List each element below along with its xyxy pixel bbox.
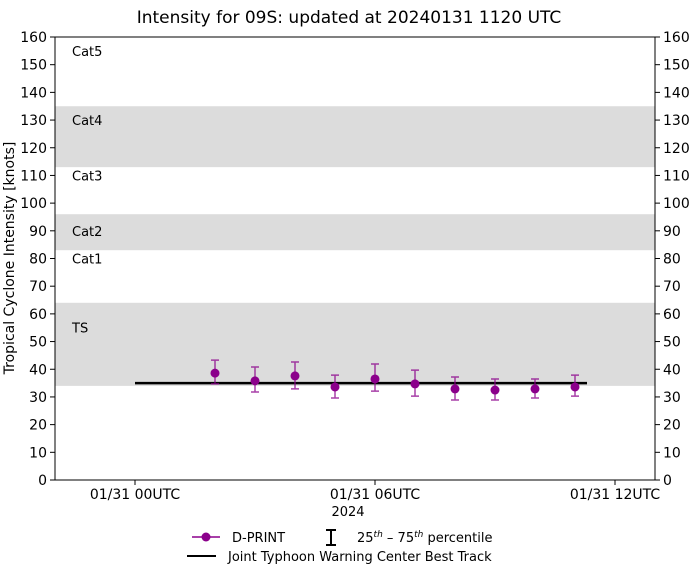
y-tick-label-right: 80 (663, 252, 681, 268)
y-tick-label-right: 20 (663, 418, 681, 434)
legend-dprint-label: D-PRINT (232, 531, 285, 546)
band-cat2 (55, 214, 655, 251)
y-tick-label-right: 60 (663, 307, 681, 323)
dprint-point (530, 384, 540, 394)
y-tick-label-right: 160 (663, 30, 690, 46)
y-tick-label-left: 110 (20, 168, 47, 184)
dprint-point (210, 368, 220, 378)
y-tick-label-right: 140 (663, 85, 690, 101)
y-tick-label-right: 0 (663, 473, 672, 489)
y-tick-label-right: 50 (663, 335, 681, 351)
chart-title: Intensity for 09S: updated at 20240131 1… (137, 8, 562, 28)
y-tick-label-left: 70 (29, 279, 47, 295)
y-tick-label-right: 120 (663, 141, 690, 157)
y-tick-label-right: 30 (663, 390, 681, 406)
band-ts (55, 302, 655, 386)
y-tick-label-right: 90 (663, 224, 681, 240)
y-tick-label-left: 50 (29, 335, 47, 351)
y-tick-label-right: 130 (663, 113, 690, 129)
y-tick-label-left: 160 (20, 30, 47, 46)
y-axis-label: Tropical Cyclone Intensity [knots] (2, 142, 18, 376)
band-label-cat5: Cat5 (72, 45, 102, 60)
band-label-cat2: Cat2 (72, 225, 102, 240)
y-tick-label-left: 120 (20, 141, 47, 157)
y-tick-label-left: 100 (20, 196, 47, 212)
dprint-point (450, 384, 460, 394)
x-tick-label: 01/31 06UTC (330, 487, 421, 503)
dprint-point (250, 376, 260, 386)
y-tick-label-right: 150 (663, 58, 690, 74)
y-tick-label-left: 150 (20, 58, 47, 74)
plot-frame (54, 36, 656, 481)
legend-errorbar-icon (326, 529, 336, 546)
y-tick-label-left: 20 (29, 418, 47, 434)
band-label-cat1: Cat1 (72, 253, 102, 268)
legend: D-PRINT 25th – 75th percentile Joint Typ… (187, 529, 492, 565)
band-cat4 (55, 106, 655, 168)
x-axis-label: 2024 (331, 505, 364, 520)
y-tick-label-left: 140 (20, 85, 47, 101)
y-tick-label-right: 40 (663, 362, 681, 378)
band-label-cat3: Cat3 (72, 169, 102, 184)
dprint-point (410, 379, 420, 389)
y-tick-label-right: 110 (663, 168, 690, 184)
y-tick-label-right: 10 (663, 445, 681, 461)
x-tick-label: 01/31 00UTC (90, 487, 181, 503)
y-tick-label-left: 90 (29, 224, 47, 240)
y-tick-label-left: 0 (38, 473, 47, 489)
dprint-point (330, 382, 340, 392)
dprint-point (370, 374, 380, 384)
y-tick-label-left: 10 (29, 445, 47, 461)
band-label-cat4: Cat4 (72, 114, 102, 129)
dprint-point (490, 385, 500, 395)
legend-dprint-marker (201, 532, 211, 542)
y-tick-label-left: 30 (29, 390, 47, 406)
x-tick-label: 01/31 12UTC (570, 487, 661, 503)
y-tick-label-left: 130 (20, 113, 47, 129)
y-tick-label-left: 60 (29, 307, 47, 323)
legend-percentile-label: 25th – 75th percentile (357, 530, 492, 546)
band-label-ts: TS (71, 322, 88, 337)
y-tick-label-right: 100 (663, 196, 690, 212)
y-tick-label-right: 70 (663, 279, 681, 295)
y-tick-label-left: 80 (29, 252, 47, 268)
legend-besttrack-label: Joint Typhoon Warning Center Best Track (227, 550, 492, 565)
y-tick-label-left: 40 (29, 362, 47, 378)
dprint-point (290, 371, 300, 381)
dprint-point (570, 382, 580, 392)
